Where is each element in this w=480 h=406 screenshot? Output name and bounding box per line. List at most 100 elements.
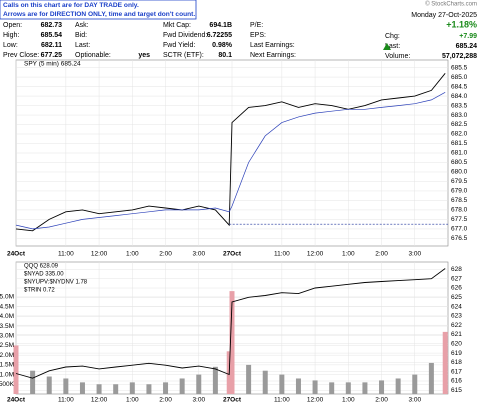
x-tick-label: 12:00 xyxy=(91,397,108,404)
volume-bar xyxy=(212,366,218,394)
field-value: yes xyxy=(138,52,150,59)
y2-tick-label: 623 xyxy=(451,313,462,320)
y-tick-label: 682.0 xyxy=(451,131,468,138)
field-label: Low: xyxy=(3,42,18,49)
y-tick-label: 682.5 xyxy=(451,121,468,128)
volume-bar xyxy=(246,364,252,394)
volume-bar xyxy=(146,384,152,394)
volume-bar xyxy=(379,380,385,394)
field-value: 682.11 xyxy=(41,42,62,49)
volume-bar xyxy=(129,382,135,394)
x-tick-label: 27Oct xyxy=(223,251,242,258)
volume-bar xyxy=(113,384,119,394)
y2-tick-label: 627 xyxy=(451,275,462,282)
field-label: SCTR (ETF): xyxy=(163,52,204,59)
y-tick-label: 680.5 xyxy=(451,159,468,166)
y-tick-label: 677.0 xyxy=(451,226,468,233)
y-tick-label: 684.5 xyxy=(451,83,468,90)
y-tick-label: 678.0 xyxy=(451,207,468,214)
volume-bar xyxy=(30,370,36,394)
volume-bar xyxy=(262,370,268,394)
legend-entry: $NYAD 335.00 xyxy=(24,272,64,278)
chart-title: SPY (5 min) 685.24 xyxy=(24,61,81,68)
field-value: 685.24 xyxy=(456,43,478,50)
field-label: P/E: xyxy=(250,22,263,29)
note-box xyxy=(0,0,197,20)
volume-bar xyxy=(312,380,318,394)
x-tick-label: 1:00 xyxy=(126,251,139,258)
volume-bar xyxy=(196,374,202,394)
field-label: High: xyxy=(3,32,19,39)
y-tick-label: 685.0 xyxy=(451,74,468,81)
y-tick-label: 677.5 xyxy=(451,216,468,223)
x-tick-label: 2:00 xyxy=(159,397,172,404)
y2-tick-label: 622 xyxy=(451,322,462,329)
volume-bar xyxy=(163,382,169,394)
y-tick-label: 500K xyxy=(0,381,15,388)
volume-bar xyxy=(79,382,85,394)
legend-entry: QQQ 628.09 xyxy=(24,264,59,270)
y2-tick-label: 615 xyxy=(451,387,462,394)
y2-tick-label: 628 xyxy=(451,266,462,273)
y2-tick-label: 619 xyxy=(451,350,462,357)
x-tick-label: 11:00 xyxy=(58,251,74,258)
price-line xyxy=(15,268,446,379)
volume-bar xyxy=(329,382,335,394)
volume-bar xyxy=(179,378,185,394)
field-value: 682.73 xyxy=(41,22,63,29)
field-label: Last: xyxy=(385,43,400,50)
field-label: Next Earnings: xyxy=(250,52,296,59)
field-label: Fwd Dividend: xyxy=(163,32,207,39)
field-label: Last Earnings: xyxy=(250,42,295,49)
volume-bar xyxy=(46,376,52,394)
field-value: 57,072,288 xyxy=(442,53,477,60)
y2-tick-label: 621 xyxy=(451,331,462,338)
volume-bar xyxy=(229,291,235,394)
y2-tick-label: 620 xyxy=(451,341,462,348)
field-label: EPS: xyxy=(250,32,266,39)
field-value: +1.18% xyxy=(446,19,477,29)
y-tick-label: 681.5 xyxy=(451,140,468,147)
y-tick-label: 683.0 xyxy=(451,112,468,119)
x-tick-label: 3:00 xyxy=(192,397,205,404)
y-tick-label: 678.5 xyxy=(451,197,468,204)
y-tick-label: 4.0M xyxy=(0,313,14,320)
x-tick-label: 11:00 xyxy=(58,397,74,404)
x-tick-label: 2:00 xyxy=(375,397,388,404)
y-tick-label: 1.0M xyxy=(0,371,14,378)
field-label: Last: xyxy=(75,42,90,49)
y-tick-label: 681.0 xyxy=(451,150,468,157)
y-tick-label: 679.0 xyxy=(451,188,468,195)
x-tick-label: 3:00 xyxy=(408,397,421,404)
field-label: Volume: xyxy=(385,53,410,60)
legend-entry: $TRIN 0.72 xyxy=(24,288,55,294)
field-label: Bid: xyxy=(75,32,87,39)
volume-bar xyxy=(13,345,19,394)
note: Calls on this chart are for DAY TRADE on… xyxy=(3,2,139,9)
y2-tick-label: 625 xyxy=(451,294,462,301)
field-label: Chg: xyxy=(385,33,400,40)
field-label: Prev Close: xyxy=(3,52,39,59)
x-tick-label: 12:00 xyxy=(91,251,108,258)
y-tick-label: 4.5M xyxy=(0,303,14,310)
y-tick-label: 676.5 xyxy=(451,235,468,242)
field-value: 6.72255 xyxy=(207,32,232,39)
y-tick-label: 2.5M xyxy=(0,342,14,349)
price-line xyxy=(15,73,446,232)
y-tick-label: 679.5 xyxy=(451,178,468,185)
x-tick-label: 24Oct xyxy=(7,251,26,258)
x-tick-label: 1:00 xyxy=(126,397,139,404)
field-label: Ask: xyxy=(75,22,89,29)
x-tick-label: 11:00 xyxy=(274,397,290,404)
volume-bar xyxy=(395,378,401,394)
volume-bar xyxy=(295,378,301,394)
moving-average xyxy=(15,91,446,230)
field-value: 80.1 xyxy=(218,52,232,59)
y-tick-label: 2.0M xyxy=(0,352,14,359)
x-tick-label: 2:00 xyxy=(375,251,388,258)
y2-tick-label: 617 xyxy=(451,368,462,375)
y2-tick-label: 624 xyxy=(451,303,462,310)
field-value: 0.98% xyxy=(212,42,233,49)
